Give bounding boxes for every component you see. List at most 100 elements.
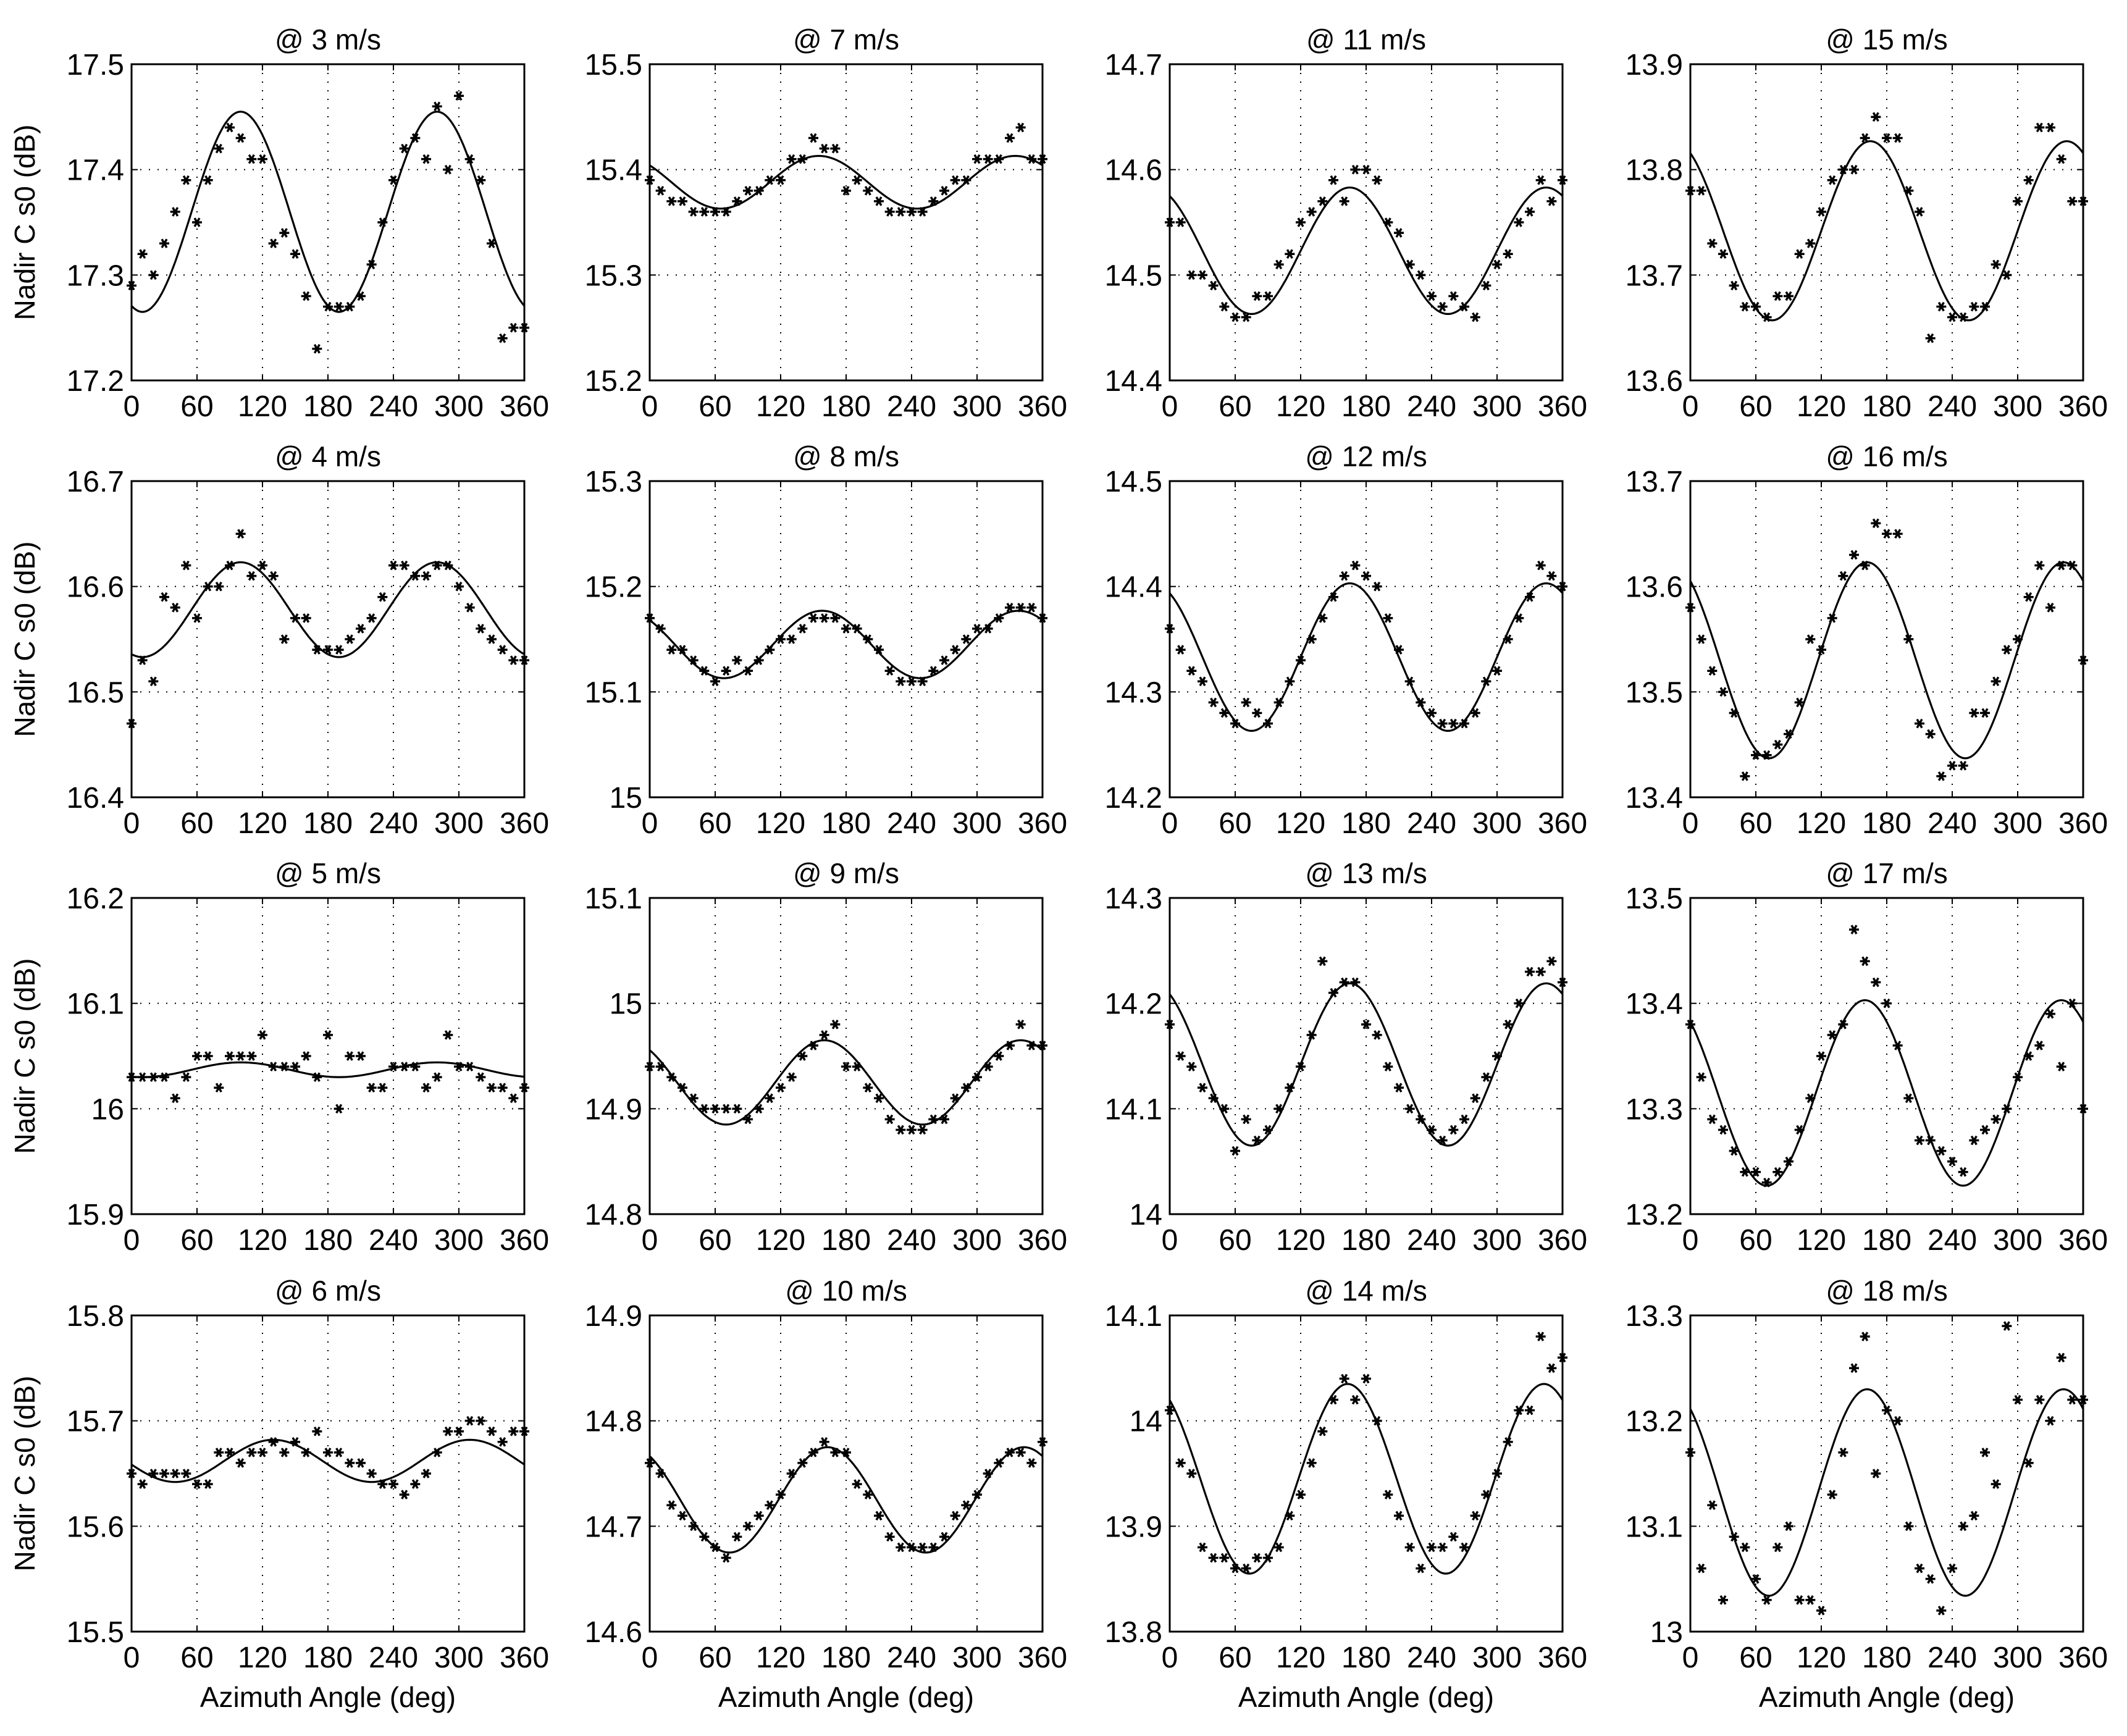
data-point	[454, 581, 464, 592]
data-point	[508, 1093, 519, 1104]
data-point	[1404, 259, 1415, 270]
data-point	[961, 1500, 971, 1511]
data-point	[2013, 1072, 2023, 1082]
x-tick-label: 120	[756, 807, 805, 840]
fit-curve	[649, 610, 1043, 679]
x-tick-label: 300	[1993, 1642, 2042, 1674]
data-point	[1038, 1041, 1047, 1050]
data-point	[699, 207, 710, 217]
y-tick-label: 15.1	[585, 883, 642, 915]
data-point	[235, 1051, 246, 1061]
data-point	[443, 1426, 453, 1436]
panel-title: @ 15 m/s	[1826, 23, 1948, 56]
data-point	[1427, 708, 1437, 718]
data-point	[258, 560, 267, 571]
y-tick-label: 13.5	[1626, 676, 1683, 709]
data-point	[786, 1072, 797, 1082]
data-point	[388, 1062, 398, 1071]
data-point	[432, 101, 442, 112]
data-point	[432, 560, 442, 571]
y-tick-label: 14.3	[1105, 883, 1162, 915]
data-point	[2067, 560, 2078, 571]
data-point	[874, 196, 884, 206]
data-point	[2078, 1394, 2088, 1405]
data-point	[1317, 196, 1328, 206]
data-point	[1827, 613, 1837, 623]
x-tick-label: 240	[1407, 807, 1456, 840]
data-point	[1165, 1405, 1175, 1415]
data-point	[1707, 1500, 1718, 1511]
data-point	[2002, 270, 2012, 280]
x-tick-label: 120	[756, 1224, 805, 1257]
data-point	[356, 291, 366, 301]
x-tick-label: 360	[1018, 1224, 1067, 1257]
panel-title: @ 13 m/s	[1305, 857, 1427, 889]
data-point	[1296, 1490, 1306, 1499]
data-point	[1372, 1030, 1382, 1040]
y-tick-label: 15.2	[585, 365, 642, 398]
data-point	[1838, 164, 1848, 175]
x-tick-label: 60	[1739, 390, 1772, 423]
data-point	[1026, 602, 1037, 613]
panel-title: @ 9 m/s	[793, 857, 899, 889]
panel-title: @ 5 m/s	[275, 857, 381, 889]
data-point	[421, 571, 431, 581]
data-point	[678, 196, 687, 206]
data-point	[192, 1479, 202, 1489]
data-point	[323, 645, 333, 655]
x-tick-label: 180	[1862, 807, 1911, 840]
data-point	[1925, 1135, 1936, 1146]
x-tick-label: 360	[2058, 807, 2108, 840]
y-tick-label: 13.4	[1626, 782, 1683, 815]
x-tick-label: 240	[369, 1642, 418, 1674]
panel-title: @ 7 m/s	[793, 23, 899, 56]
data-point	[994, 613, 1004, 623]
data-point	[797, 1458, 808, 1468]
data-point	[1448, 1125, 1459, 1135]
data-point	[1838, 571, 1848, 581]
x-tick-label: 60	[699, 390, 731, 423]
data-point	[732, 1532, 742, 1542]
data-point	[1535, 560, 1546, 571]
data-point	[1707, 238, 1718, 248]
y-tick-label: 15.7	[67, 1406, 124, 1438]
data-point	[2045, 1008, 2055, 1019]
data-point	[2034, 560, 2045, 571]
data-point	[961, 1083, 971, 1093]
data-point	[127, 718, 136, 729]
data-point	[1903, 185, 1914, 196]
data-point	[1816, 1051, 1826, 1061]
y-axis-label: Nadir C s0 (dB)	[9, 542, 41, 737]
data-point	[1784, 291, 1793, 301]
data-point	[776, 1083, 786, 1093]
x-tick-label: 360	[2058, 1224, 2108, 1257]
data-point	[377, 592, 388, 602]
data-point	[1328, 592, 1338, 602]
data-point	[1882, 529, 1892, 539]
data-point	[1696, 185, 1706, 196]
data-point	[519, 1426, 529, 1436]
data-point	[268, 1436, 279, 1447]
x-tick-label: 180	[821, 1224, 871, 1257]
y-tick-label: 14.4	[1105, 365, 1162, 398]
panel-7-ms: 0 60 120 180 240 300 360 15.2 15.3 15.4 15.5 @ 7 m/…	[585, 23, 1067, 423]
x-tick-label: 240	[887, 807, 936, 840]
data-point	[1903, 634, 1914, 644]
data-point	[312, 1426, 322, 1436]
y-tick-label: 13.8	[1626, 154, 1683, 187]
x-tick-label: 360	[1538, 390, 1587, 423]
data-point	[1015, 602, 1026, 613]
panel-title: @ 3 m/s	[275, 23, 381, 56]
data-point	[2034, 1041, 2045, 1050]
data-point	[710, 676, 720, 687]
data-point	[1427, 1125, 1437, 1135]
data-point	[1492, 666, 1502, 676]
data-point	[476, 1072, 486, 1082]
data-point	[1350, 977, 1361, 988]
data-point	[830, 1448, 841, 1457]
data-point	[508, 1426, 519, 1436]
data-point	[1175, 217, 1186, 227]
x-tick-label: 120	[1276, 1224, 1325, 1257]
data-point	[1481, 676, 1491, 687]
